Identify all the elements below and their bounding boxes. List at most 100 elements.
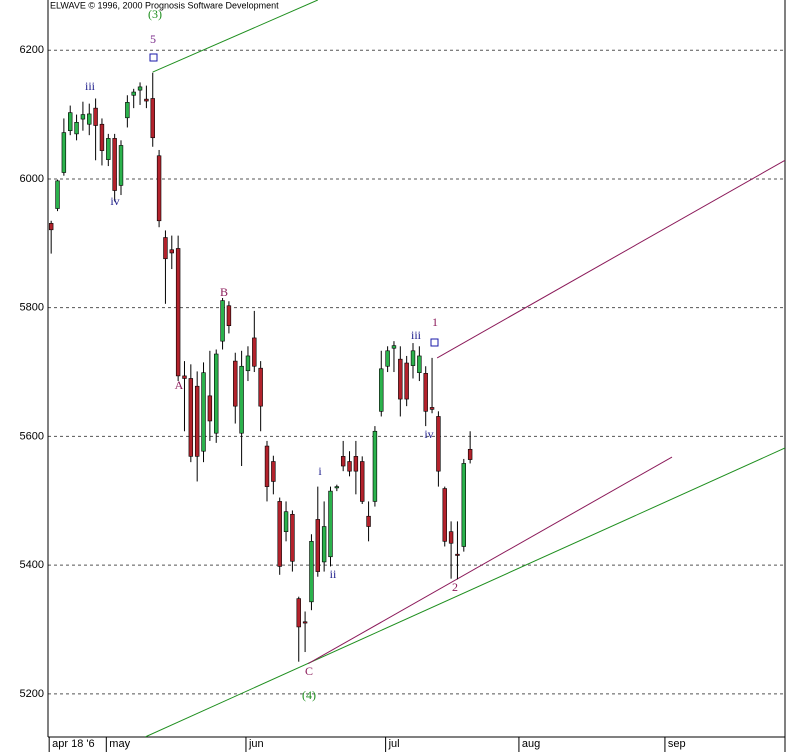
wave-label: iii — [85, 79, 96, 93]
candle-body — [112, 138, 117, 191]
candle-body — [296, 598, 301, 628]
candle-body — [410, 350, 416, 366]
y-tick-label: 5400 — [20, 559, 44, 571]
candle-body — [271, 461, 276, 482]
plot-area — [48, 0, 785, 737]
candle-body — [252, 337, 257, 367]
candle-body — [220, 300, 225, 342]
candle-body — [385, 350, 390, 367]
candle-body — [99, 123, 105, 151]
candle-body — [264, 445, 270, 487]
candle-body — [283, 511, 289, 532]
candle-body — [93, 107, 98, 126]
x-tick-label: jul — [388, 738, 400, 750]
x-tick-label: apr 18 '6 — [52, 738, 94, 750]
candle-body — [328, 490, 333, 558]
candle-body — [156, 155, 162, 222]
candle-body — [163, 237, 168, 260]
wave-label: ii — [330, 567, 337, 581]
candle-body — [61, 132, 67, 173]
candle-body — [125, 102, 130, 119]
candle-body — [321, 526, 327, 563]
candle-body — [48, 223, 54, 231]
trend-line — [144, 447, 785, 737]
candle-body — [175, 248, 181, 377]
candle-body — [258, 367, 263, 407]
candle-body — [455, 553, 460, 556]
candle-body — [398, 358, 403, 400]
candle-body — [366, 515, 371, 527]
candle-body — [334, 486, 340, 489]
candle-body — [214, 353, 219, 434]
candle-body — [461, 463, 466, 547]
y-tick-label: 6200 — [20, 44, 44, 56]
candle-body — [417, 355, 422, 373]
candle-body — [442, 488, 447, 542]
candle-body — [302, 621, 308, 624]
candle-body — [207, 395, 213, 422]
x-tick-label: aug — [522, 738, 540, 750]
wave-label: 2 — [452, 580, 458, 594]
wave-label: (4) — [302, 688, 316, 702]
y-tick-label: 5800 — [20, 302, 44, 314]
candle-body — [245, 355, 251, 372]
x-tick-label: jun — [248, 738, 264, 750]
candle-body — [169, 249, 174, 254]
wave-label: iii — [411, 328, 422, 342]
candle-body — [55, 180, 60, 209]
x-tick-label: may — [109, 738, 130, 750]
candle-body — [106, 138, 111, 160]
pivot-marker — [430, 338, 439, 347]
candle-body — [80, 114, 86, 120]
candle-body — [182, 375, 187, 379]
candle-body — [290, 513, 295, 562]
candle-body — [150, 98, 155, 139]
candle-body — [74, 121, 79, 135]
candle-body — [188, 378, 194, 457]
trend-line — [436, 159, 785, 359]
candle-body — [372, 430, 378, 502]
candle-body — [226, 305, 232, 326]
candle-body — [131, 91, 136, 96]
candle-body — [68, 112, 73, 131]
candle-body — [360, 461, 365, 502]
candle-body — [137, 86, 143, 91]
pivot-marker — [149, 53, 158, 62]
wave-label: iv — [424, 427, 433, 441]
credit: ELWAVE © 1996, 2000 Prognosis Software D… — [50, 0, 279, 10]
trend-line — [308, 456, 673, 665]
y-tick-label: 5600 — [20, 430, 44, 442]
candle-body — [144, 98, 149, 102]
wave-label: iv — [110, 194, 119, 208]
candle-body — [467, 448, 473, 460]
candle-body — [404, 362, 409, 400]
candle-body — [379, 368, 384, 412]
wave-label: 1 — [432, 315, 438, 329]
candle-body — [353, 456, 359, 472]
wave-label: A — [175, 378, 184, 392]
trend-line — [152, 0, 318, 73]
candle-body — [239, 365, 244, 434]
candle-body — [233, 360, 238, 407]
x-tick-label: sep — [668, 738, 686, 750]
y-tick-label: 5200 — [20, 688, 44, 700]
candle-body — [118, 145, 124, 186]
wave-label: C — [305, 664, 313, 678]
candle-body — [391, 345, 397, 349]
candle-body — [315, 519, 320, 572]
candle-body — [429, 407, 435, 410]
candle-body — [423, 373, 428, 412]
candle-body — [194, 385, 200, 457]
candle-body — [340, 456, 346, 467]
y-tick-label: 6000 — [20, 173, 44, 185]
candle-body — [277, 501, 282, 567]
candle-body — [87, 113, 92, 125]
candle-body — [347, 461, 352, 472]
candle-body — [309, 541, 314, 603]
wave-label: (3) — [148, 7, 162, 21]
wave-label: i — [318, 464, 322, 478]
candle-body — [448, 531, 454, 544]
candle-body — [436, 416, 441, 472]
